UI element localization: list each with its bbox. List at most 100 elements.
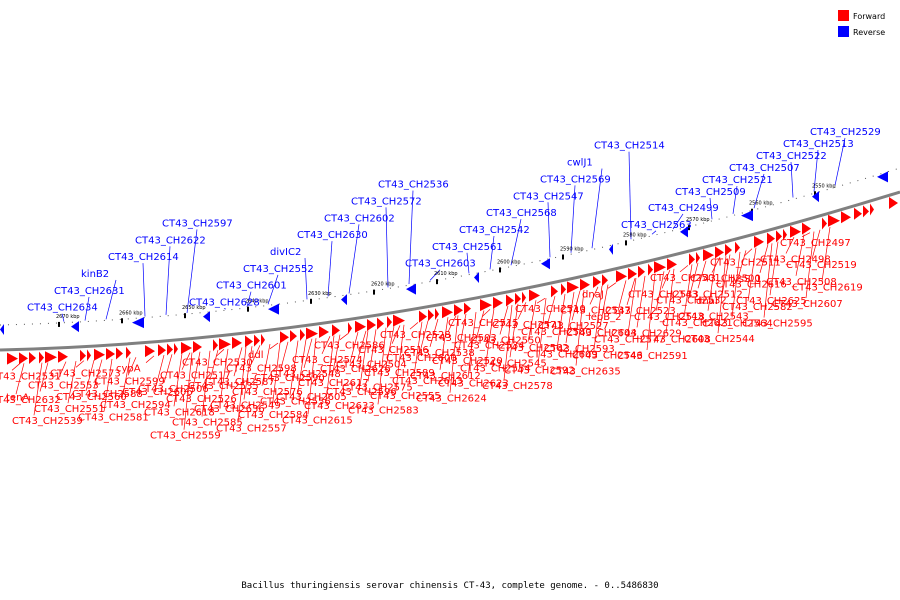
gene-label-ct43-ch2575: CT43_CH2575 xyxy=(342,382,413,393)
scale-tick-label: 2670 kbp xyxy=(56,314,80,320)
leader-line xyxy=(93,359,103,389)
forward-gene-arrow xyxy=(689,253,695,266)
forward-gene-arrow xyxy=(290,330,297,343)
gene-label-ct43-ch2515: CT43_CH2515 xyxy=(448,318,519,329)
gene-label-ct43-ch2587: CT43_CH2587 xyxy=(204,377,275,388)
gene-label-ct43-ch2544: CT43_CH2544 xyxy=(684,334,755,345)
gene-label-ct43-ch2609: CT43_CH2609 xyxy=(527,350,598,361)
reverse-gene-arrow xyxy=(741,210,753,222)
forward-gene-arrow xyxy=(628,267,637,280)
leader-line xyxy=(209,349,219,380)
gene-label-dnai: dnaI xyxy=(696,296,718,307)
gene-label-ct43-ch2604: CT43_CH2604 xyxy=(566,328,637,339)
leader-line xyxy=(655,271,665,311)
forward-gene-arrow xyxy=(245,335,253,348)
leader-line xyxy=(683,264,693,317)
gene-label-ct43-ch2564: CT43_CH2564 xyxy=(702,318,773,329)
gene-label-ct43-ch2602: CT43_CH2602 xyxy=(324,213,395,224)
forward-gene-arrow xyxy=(116,347,123,360)
reverse-gene-arrow xyxy=(406,283,416,295)
forward-gene-arrow xyxy=(464,302,471,315)
gene-label-ct43-ch2584: CT43_CH2584 xyxy=(238,410,309,421)
gene-label-ct43-ch2557: CT43_CH2557 xyxy=(216,424,287,435)
gene-label-ct43-ch2555: CT43_CH2555 xyxy=(370,391,441,402)
gene-label-ct43-ch2563: CT43_CH2563 xyxy=(621,220,692,231)
forward-gene-arrow xyxy=(715,246,724,259)
gene-label-ct43-ch2588: CT43_CH2588 xyxy=(72,389,143,400)
scale-tick-label: 2600 kbp xyxy=(497,259,521,265)
gene-label-ct43-ch2531: CT43_CH2531 xyxy=(0,371,61,382)
genome-caption: Bacillus thuringiensis serovar chinensis… xyxy=(241,581,658,591)
forward-gene-arrow xyxy=(725,243,732,256)
leader-line xyxy=(419,320,429,353)
leader-line xyxy=(570,185,576,253)
leader-line xyxy=(85,359,95,392)
forward-gene-arrow xyxy=(561,283,566,296)
leader-line xyxy=(163,354,173,383)
gene-label-ct43-ch2518: CT43_CH2518 xyxy=(634,312,705,323)
gene-label-ct43-ch2511: CT43_CH2511 xyxy=(710,257,781,268)
gene-label-ct43-ch2559: CT43_CH2559 xyxy=(150,431,221,442)
gene-label-ct43-ch2606: CT43_CH2606 xyxy=(122,387,193,398)
forward-gene-arrow xyxy=(419,310,427,323)
gene-label-ct43-ch2614: CT43_CH2614 xyxy=(108,252,179,263)
leader-line xyxy=(429,269,441,281)
gene-label-kinb2: kinB2 xyxy=(81,269,109,280)
leader-line xyxy=(233,347,243,377)
leader-line xyxy=(785,237,795,254)
leader-line xyxy=(627,277,637,334)
gene-label-ct43-ch2578: CT43_CH2578 xyxy=(482,381,553,392)
scale-tick-mark xyxy=(58,321,60,327)
legend-label-forward: Forward xyxy=(853,12,885,21)
forward-gene-arrow xyxy=(428,309,434,322)
forward-gene-arrow xyxy=(174,342,178,355)
gene-label-ct43-ch2600: CT43_CH2600 xyxy=(386,353,457,364)
forward-gene-arrow xyxy=(145,345,155,358)
leader-line xyxy=(607,282,617,289)
gene-label-ct43-ch2589: CT43_CH2589 xyxy=(364,368,435,379)
forward-gene-arrow xyxy=(367,319,376,332)
gene-label-ct43-ch2626: CT43_CH2626 xyxy=(320,364,391,375)
leader-line xyxy=(271,342,281,410)
axis-baseline xyxy=(0,190,900,352)
forward-gene-arrow xyxy=(506,294,514,307)
forward-gene-arrow xyxy=(254,334,260,347)
scale-tick-mark xyxy=(562,254,564,260)
scale-tick-label: 2560 kbp xyxy=(749,201,773,207)
gene-label-ct43-ch2598: CT43_CH2598 xyxy=(226,364,297,375)
leader-line xyxy=(697,260,707,289)
leader-line xyxy=(485,308,495,363)
gene-label-ct43-ch2594: CT43_CH2594 xyxy=(100,400,171,411)
forward-gene-arrow xyxy=(783,228,787,241)
gene-label-ct43-ch2619: CT43_CH2619 xyxy=(792,282,863,293)
gene-label-ct43-ch2527: CT43_CH2527 xyxy=(538,321,609,332)
gene-label-ct43-ch2622: CT43_CH2622 xyxy=(135,235,206,246)
leader-line xyxy=(75,360,85,368)
scale-tick-label: 2590 kbp xyxy=(560,246,584,252)
forward-gene-arrow xyxy=(232,336,242,349)
reverse-gene-arrow xyxy=(203,311,210,323)
forward-gene-arrow xyxy=(616,270,627,283)
leader-line xyxy=(821,226,831,282)
forward-gene-arrow xyxy=(828,214,840,227)
forward-gene-arrow xyxy=(126,346,131,359)
gene-label-ct43-ch2522: CT43_CH2522 xyxy=(756,151,827,162)
leader-line xyxy=(759,244,769,273)
leader-line xyxy=(457,313,467,355)
forward-gene-arrow xyxy=(393,314,405,327)
gene-label-ct43-ch2634: CT43_CH2634 xyxy=(27,303,98,314)
forward-gene-arrow xyxy=(280,331,289,344)
gene-label-ct43-ch2562: CT43_CH2562 xyxy=(498,343,569,354)
leader-line xyxy=(251,345,261,363)
forward-gene-arrow xyxy=(58,350,68,363)
gene-label-ct43-ch2593: CT43_CH2593 xyxy=(544,344,615,355)
leader-line xyxy=(489,235,495,270)
leader-line xyxy=(589,286,599,305)
gene-label-ct43-ch2552: CT43_CH2552 xyxy=(243,264,314,275)
leader-line xyxy=(243,346,253,400)
forward-gene-arrow xyxy=(515,292,521,305)
leader-line xyxy=(15,363,25,395)
gene-label-ct43-ch2498: CT43_CH2498 xyxy=(760,255,831,266)
gene-label-ct43-ch2613: CT43_CH2613 xyxy=(392,376,463,387)
